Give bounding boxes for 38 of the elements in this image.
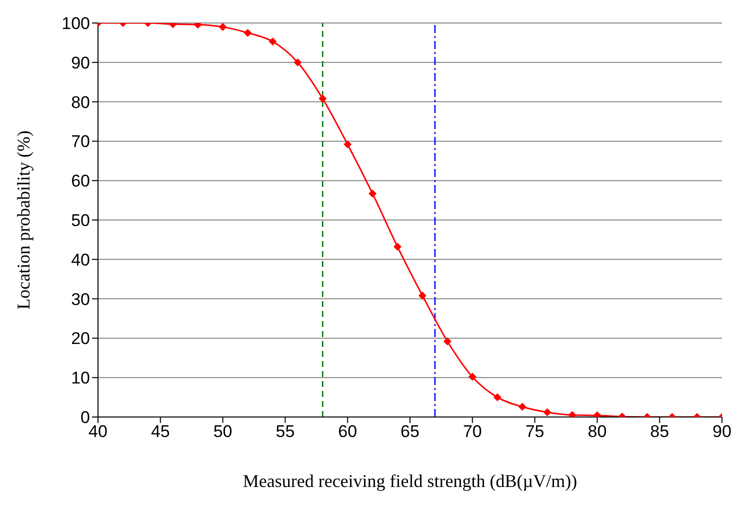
y-tick-label: 60	[71, 172, 90, 191]
y-tick-label: 100	[62, 14, 90, 34]
point	[268, 38, 277, 46]
y-tick-label: 40	[71, 250, 90, 270]
x-axis-title: Measured receiving field strength (dB(µV/m))	[242, 471, 578, 491]
x-tick-label: 45	[150, 422, 170, 442]
x-tick-label: 65	[400, 422, 420, 442]
point	[518, 402, 526, 411]
x-tick-label: 85	[650, 422, 670, 442]
y-tick-label: 70	[71, 132, 90, 152]
y-tick-label: 90	[71, 53, 90, 72]
point	[418, 292, 426, 300]
point	[543, 408, 552, 416]
y-tick-label: 0	[80, 408, 90, 428]
x-tick-label: 75	[525, 422, 544, 442]
x-tick-label: 60	[338, 422, 358, 442]
point	[443, 337, 452, 346]
x-tick-label: 80	[588, 422, 607, 442]
point	[318, 94, 327, 103]
x-tick-label: 40	[88, 422, 108, 442]
x-tick-label: 50	[213, 422, 232, 442]
y-tick-label: 20	[71, 329, 90, 348]
point	[218, 23, 227, 31]
point	[344, 140, 352, 148]
point	[394, 242, 402, 251]
x-tick-label: 70	[462, 422, 482, 442]
y-tick-label: 10	[71, 368, 90, 388]
y-tick-label: 80	[71, 92, 90, 112]
point	[493, 393, 502, 402]
y-tick-label: 30	[71, 290, 90, 309]
x-tick-label: 90	[712, 422, 732, 442]
point	[244, 28, 252, 37]
point	[468, 372, 476, 381]
y-tick-label: 50	[71, 211, 90, 230]
x-tick-label: 55	[276, 422, 295, 442]
point	[368, 190, 377, 198]
y-axis-title: Location probability (%)	[13, 130, 34, 310]
point	[294, 58, 302, 66]
